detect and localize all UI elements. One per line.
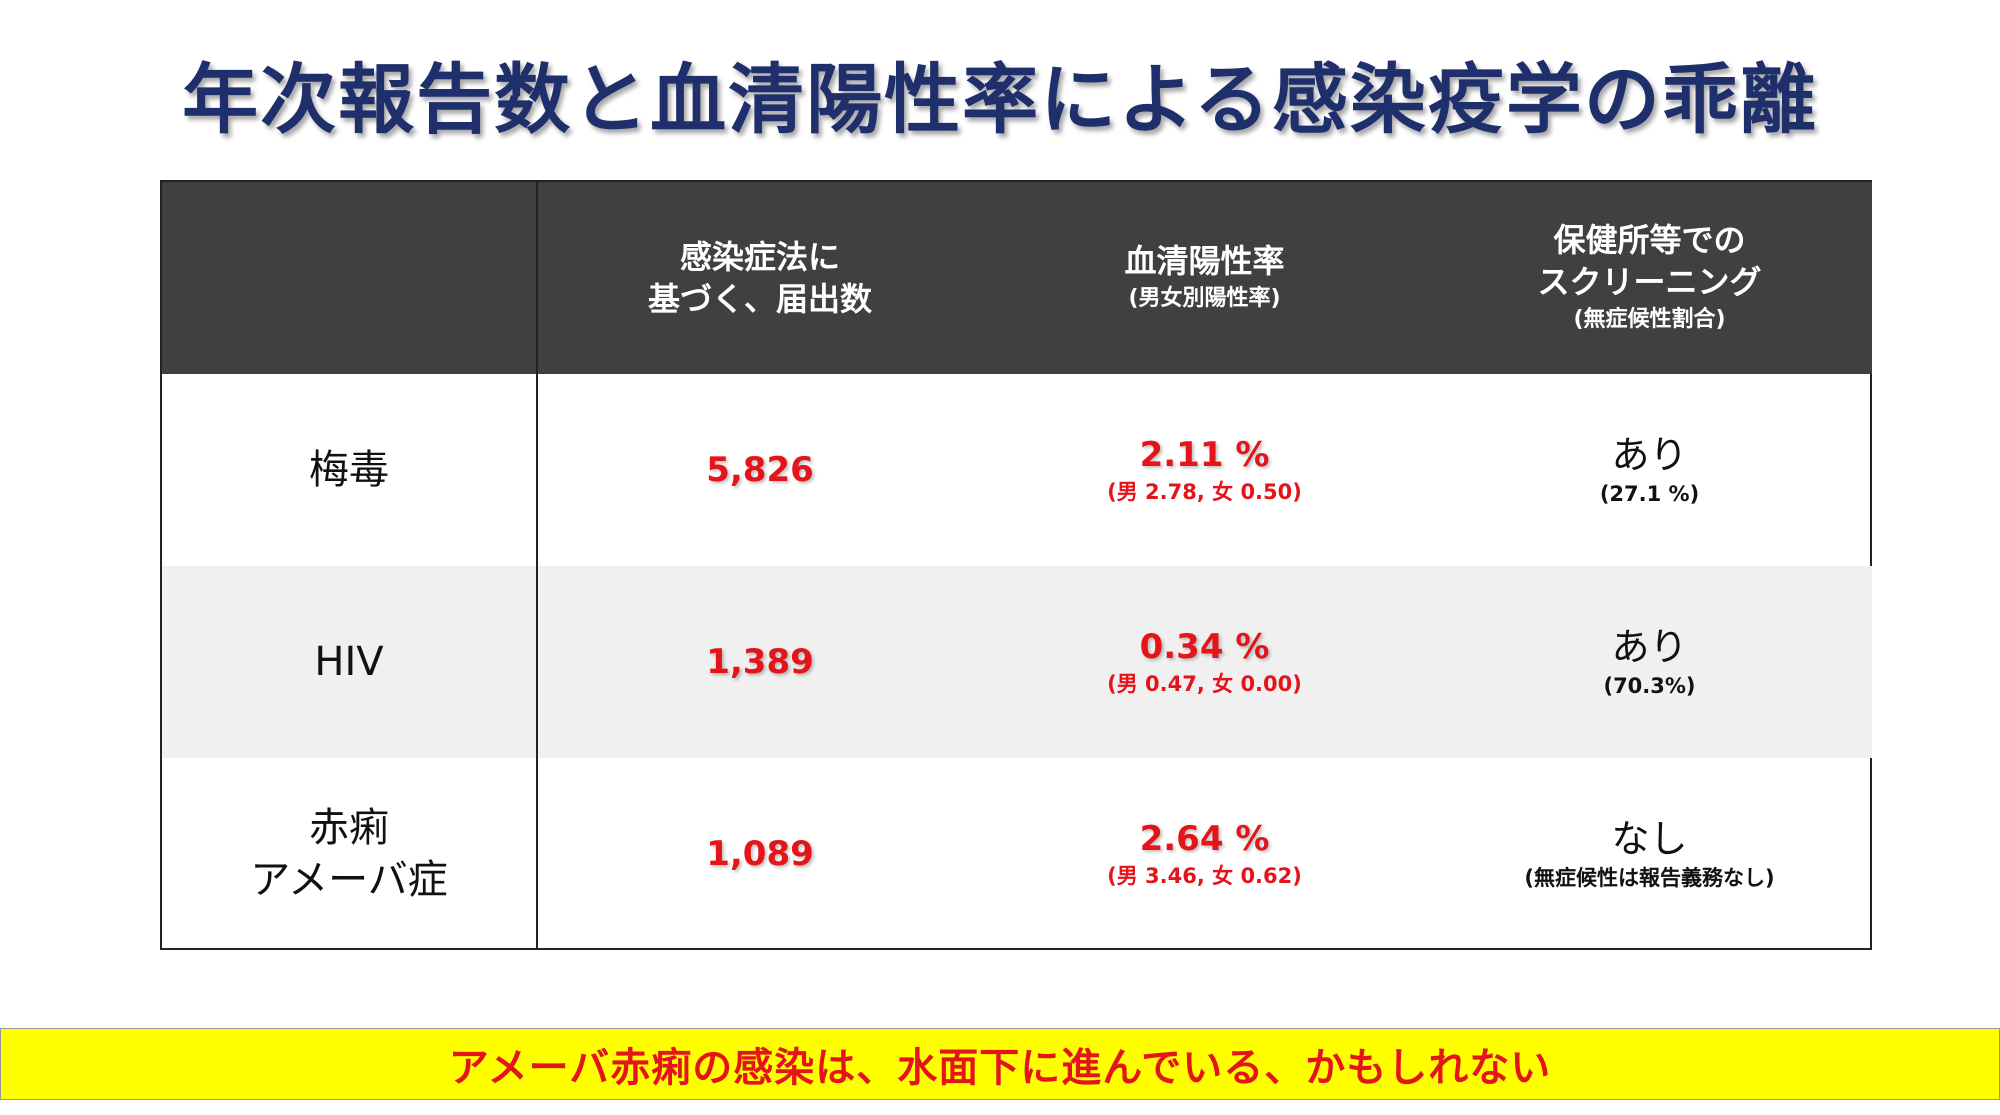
header-row: 感染症法に 基づく、届出数 血清陽性率 (男女別陽性率) 保健所等での スクリー…: [162, 182, 1872, 374]
asymptomatic-ratio: (無症候性は報告義務なし): [1524, 866, 1775, 890]
screening-status: あり: [1611, 433, 1688, 477]
header-screening-line1: 保健所等での: [1553, 221, 1746, 259]
slide-title: 年次報告数と血清陽性率による感染疫学の乖離: [182, 55, 1818, 144]
report-count-cell: 5,826: [537, 374, 982, 566]
table-row-hiv: HIV 1,389 0.34 % (男 0.47, 女 0.00) あり (70…: [162, 566, 1872, 758]
header-seropositivity-sub: (男女別陽性率): [1128, 286, 1281, 311]
row-label-cell: 梅毒: [162, 374, 538, 566]
header-screening-line2: スクリーニング: [1537, 263, 1762, 301]
screening-status: あり: [1611, 625, 1688, 669]
header-report-count-line1: 感染症法に: [679, 238, 840, 276]
row-label: 梅毒: [309, 447, 389, 493]
row-label-cell: HIV: [162, 566, 538, 758]
seropositivity-by-sex: (男 0.47, 女 0.00): [1107, 672, 1302, 696]
seropositivity-cell: 2.64 % (男 3.46, 女 0.62): [982, 758, 1427, 950]
seropositivity-by-sex: (男 3.46, 女 0.62): [1107, 864, 1302, 888]
row-label-line2: アメーバ症: [250, 857, 448, 903]
report-count: 5,826: [706, 450, 814, 490]
asymptomatic-ratio: (27.1 %): [1599, 482, 1700, 506]
header-report-count-line2: 基づく、届出数: [647, 280, 872, 318]
row-label: HIV: [314, 639, 384, 685]
screening-cell: あり (70.3%): [1427, 566, 1872, 758]
seropositivity-cell: 0.34 % (男 0.47, 女 0.00): [982, 566, 1427, 758]
screening-cell: あり (27.1 %): [1427, 374, 1872, 566]
conclusion-banner: アメーバ赤痢の感染は、水面下に進んでいる、かもしれない: [0, 1028, 2000, 1100]
screening-cell: なし (無症候性は報告義務なし): [1427, 758, 1872, 950]
seropositivity-rate: 0.34 %: [1139, 627, 1270, 667]
header-empty-cell: [162, 182, 538, 374]
header-seropositivity-title: 血清陽性率: [1124, 242, 1285, 280]
seropositivity-cell: 2.11 % (男 2.78, 女 0.50): [982, 374, 1427, 566]
table-row-syphilis: 梅毒 5,826 2.11 % (男 2.78, 女 0.50) あり (27.…: [162, 374, 1872, 566]
seropositivity-rate: 2.11 %: [1139, 435, 1270, 475]
seropositivity-rate: 2.64 %: [1139, 819, 1270, 859]
report-count-cell: 1,089: [537, 758, 982, 950]
seropositivity-by-sex: (男 2.78, 女 0.50): [1107, 480, 1302, 504]
screening-status: なし: [1611, 817, 1688, 861]
table-row-amoebiasis: 赤痢 アメーバ症 1,089 2.64 % (男 3.46, 女 0.62) な…: [162, 758, 1872, 950]
header-screening: 保健所等での スクリーニング (無症候性割合): [1427, 182, 1872, 374]
header-seropositivity: 血清陽性率 (男女別陽性率): [982, 182, 1427, 374]
report-count-cell: 1,389: [537, 566, 982, 758]
report-count: 1,089: [706, 834, 814, 874]
header-screening-sub: (無症候性割合): [1573, 307, 1726, 332]
comparison-table: 感染症法に 基づく、届出数 血清陽性率 (男女別陽性率) 保健所等での スクリー…: [160, 180, 1872, 950]
header-report-count: 感染症法に 基づく、届出数: [537, 182, 982, 374]
asymptomatic-ratio: (70.3%): [1603, 674, 1696, 698]
report-count: 1,389: [706, 642, 814, 682]
row-label-line1: 赤痢: [309, 805, 389, 851]
row-label-cell: 赤痢 アメーバ症: [162, 758, 538, 950]
